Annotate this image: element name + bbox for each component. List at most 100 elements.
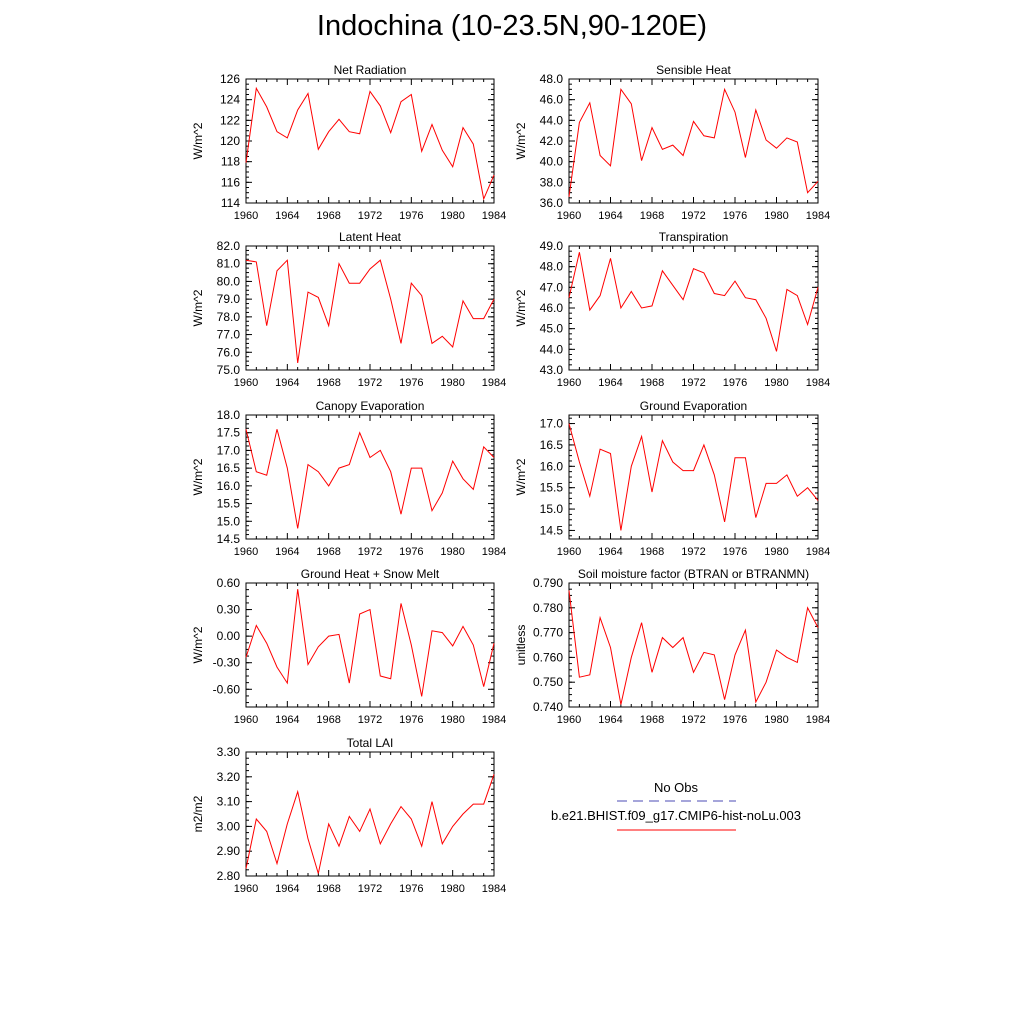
y-tick-label: 48.0	[540, 260, 564, 274]
x-tick-label: 1980	[764, 210, 788, 222]
x-tick-label: 1984	[482, 377, 506, 389]
plot-frame	[568, 245, 819, 371]
x-tick-label: 1980	[440, 714, 464, 726]
x-tick-label: 1984	[482, 714, 506, 726]
y-axis-label: W/m^2	[191, 458, 205, 495]
y-tick-label: 49.0	[540, 239, 564, 253]
y-tick-label: 78.0	[217, 310, 241, 324]
series-line	[568, 252, 819, 352]
x-tick-label: 1980	[440, 883, 464, 895]
x-tick-label: 1972	[681, 377, 705, 389]
panel-title: Ground Heat + Snow Melt	[301, 567, 440, 581]
y-tick-label: 0.770	[533, 626, 563, 640]
y-tick-label: 14.5	[217, 532, 241, 546]
x-tick-label: 1984	[482, 546, 506, 558]
x-tick-label: 1972	[681, 546, 705, 558]
chart-panels: Net Radiation W/m^2 1960 1964 1968 1972 1976 19…	[191, 63, 830, 895]
y-tick-label: 0.740	[533, 700, 563, 714]
y-tick-label: 76.0	[217, 345, 241, 359]
y-axis-label: m2/m2	[191, 795, 205, 832]
y-tick-label: -0.60	[213, 682, 241, 696]
y-tick-label: 0.00	[217, 629, 241, 643]
y-axis-label: W/m^2	[191, 289, 205, 326]
x-tick-label: 1960	[557, 377, 581, 389]
y-axis-label: W/m^2	[191, 122, 205, 159]
x-tick-label: 1964	[598, 546, 622, 558]
y-tick-label: 36.0	[540, 196, 564, 210]
y-tick-label: 3.00	[217, 819, 241, 833]
panel-title: Ground Evaporation	[640, 399, 747, 413]
y-tick-label: 43.0	[540, 363, 564, 377]
y-tick-label: 14.5	[540, 523, 564, 537]
series-line	[245, 259, 495, 363]
y-tick-label: 114	[221, 196, 240, 210]
y-tick-label: 44.0	[540, 113, 564, 127]
series-line	[568, 423, 819, 531]
x-tick-label: 1984	[806, 714, 830, 726]
y-tick-label: 15.5	[540, 481, 564, 495]
y-tick-label: 17.0	[540, 417, 564, 431]
x-tick-label: 1960	[234, 714, 258, 726]
y-axis-label: W/m^2	[514, 458, 528, 495]
y-tick-label: 116	[221, 175, 240, 189]
y-tick-label: 47.0	[540, 280, 564, 294]
y-tick-label: 80.0	[217, 274, 241, 288]
y-tick-label: 38.0	[540, 175, 564, 189]
series-line	[568, 87, 819, 197]
x-tick-label: 1964	[598, 210, 622, 222]
x-tick-label: 1984	[806, 377, 830, 389]
series-line	[245, 86, 495, 201]
x-tick-label: 1976	[723, 546, 747, 558]
y-tick-label: 40.0	[540, 155, 564, 169]
x-tick-label: 1972	[681, 714, 705, 726]
y-tick-label: 75.0	[217, 363, 241, 377]
x-tick-label: 1960	[557, 714, 581, 726]
x-tick-label: 1968	[640, 210, 664, 222]
series-line	[245, 429, 495, 529]
plot-frame	[245, 78, 495, 204]
x-tick-label: 1964	[598, 377, 622, 389]
y-tick-label: 16.5	[217, 461, 241, 475]
y-tick-label: 2.80	[217, 869, 241, 883]
y-tick-label: 0.30	[217, 603, 241, 617]
x-tick-label: 1972	[358, 377, 382, 389]
x-tick-label: 1976	[723, 714, 747, 726]
panel-title: Latent Heat	[339, 230, 402, 244]
x-tick-label: 1964	[275, 210, 299, 222]
x-tick-label: 1984	[806, 546, 830, 558]
legend-model-label: b.e21.BHIST.f09_g17.CMIP6-hist-noLu.003	[551, 808, 801, 823]
chart-panel: Total LAI m2/m2 1960 1964 1968 1972 1976 1980 19…	[191, 736, 506, 895]
y-tick-label: 0.760	[533, 650, 563, 664]
x-tick-label: 1976	[723, 210, 747, 222]
x-tick-label: 1980	[764, 546, 788, 558]
legend-obs-label: No Obs	[654, 780, 699, 795]
plot-frame	[568, 582, 819, 708]
y-tick-label: 3.30	[217, 745, 241, 759]
x-tick-label: 1968	[316, 714, 340, 726]
chart-panel: Ground Evaporation W/m^2 1960 1964 1968 1972 1…	[514, 399, 830, 558]
y-tick-label: 122	[220, 113, 240, 127]
x-tick-label: 1964	[275, 377, 299, 389]
x-tick-label: 1976	[399, 377, 423, 389]
x-tick-label: 1980	[764, 377, 788, 389]
y-tick-label: 120	[220, 134, 240, 148]
x-tick-label: 1976	[399, 714, 423, 726]
plot-frame	[568, 78, 819, 204]
y-tick-label: 126	[220, 72, 240, 86]
series-line	[245, 589, 495, 697]
y-tick-label: 0.60	[217, 576, 241, 590]
y-tick-label: 3.20	[217, 770, 241, 784]
x-tick-label: 1980	[440, 377, 464, 389]
y-axis-label: W/m^2	[514, 122, 528, 159]
x-tick-label: 1984	[806, 210, 830, 222]
plot-frame	[245, 582, 495, 708]
panel-title: Sensible Heat	[656, 63, 731, 77]
x-tick-label: 1960	[234, 883, 258, 895]
plot-frame	[568, 414, 819, 540]
panel-title: Canopy Evaporation	[316, 399, 425, 413]
y-tick-label: 2.90	[217, 844, 241, 858]
y-axis-label: W/m^2	[191, 626, 205, 663]
x-tick-label: 1972	[681, 210, 705, 222]
x-tick-label: 1968	[316, 210, 340, 222]
y-axis-label: W/m^2	[514, 289, 528, 326]
